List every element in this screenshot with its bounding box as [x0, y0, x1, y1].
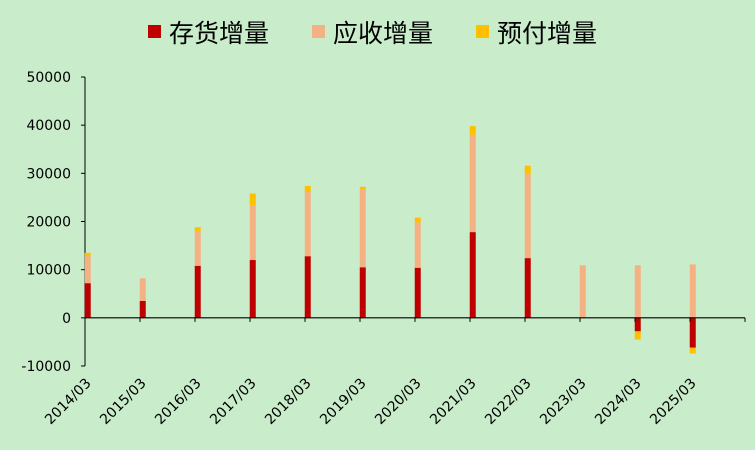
legend-label-3: 预付增量 [497, 19, 597, 48]
bar-segment [304, 185, 311, 193]
y-tick-label: 30000 [26, 166, 71, 182]
bar-segment [194, 265, 201, 318]
y-tick-label: 20000 [26, 215, 71, 231]
x-tick-label: 2015/03 [97, 376, 149, 428]
x-tick-label: 2017/03 [207, 376, 259, 428]
bar-segment [84, 283, 91, 318]
bars [84, 126, 696, 354]
x-tick-label: 2022/03 [482, 376, 534, 428]
bar-segment [359, 189, 366, 268]
bar-segment [414, 267, 421, 318]
legend-label-1: 存货增量 [169, 19, 269, 48]
bar-segment [689, 264, 696, 318]
bar-segment [634, 265, 641, 318]
legend-swatch-1 [148, 25, 161, 38]
bar-segment [249, 205, 256, 261]
bar-segment [524, 258, 531, 318]
bar-segment [139, 300, 146, 318]
bar-segment [194, 227, 201, 232]
bar-segment [84, 256, 91, 284]
bar-segment [359, 186, 366, 190]
bar-segment [469, 126, 476, 135]
bar-segment [359, 267, 366, 318]
y-tick-label: 10000 [26, 263, 71, 279]
x-tick-label: 2019/03 [317, 376, 369, 428]
bar-segment [579, 265, 586, 318]
x-tick-label: 2020/03 [372, 376, 424, 428]
x-tick-label: 2014/03 [42, 376, 94, 428]
x-tick-label: 2025/03 [647, 376, 699, 428]
x-tick-label: 2023/03 [537, 376, 589, 428]
y-tick-label: 50000 [26, 70, 71, 86]
bar-segment [469, 232, 476, 318]
bar-segment [249, 193, 256, 206]
y-tick-label: -10000 [21, 359, 71, 375]
bar-segment [524, 165, 531, 175]
legend-swatch-2 [312, 25, 325, 38]
legend-swatch-3 [476, 25, 489, 38]
bar-segment [139, 278, 146, 301]
y-tick-label: 0 [62, 311, 71, 327]
x-tick-label: 2018/03 [262, 376, 314, 428]
bar-segment [414, 222, 421, 268]
bar-segment [524, 174, 531, 259]
bar-segment [414, 217, 421, 223]
bar-segment [634, 331, 641, 340]
bar-segment [689, 317, 696, 348]
x-tick-label: 2021/03 [427, 376, 479, 428]
x-tick-label: 2016/03 [152, 376, 204, 428]
y-axis: -10000 0 10000 20000 30000 40000 50000 [21, 70, 86, 375]
bar-segment [304, 256, 311, 318]
legend: 存货增量 应收增量 预付增量 [148, 19, 597, 48]
bar-segment [689, 347, 696, 354]
bar-segment [84, 252, 91, 257]
bar-segment [194, 231, 201, 266]
bar-segment [304, 192, 311, 257]
bar-segment [249, 260, 256, 318]
x-tick-label: 2024/03 [592, 376, 644, 428]
bar-segment [469, 134, 476, 233]
bar-segment [634, 317, 641, 332]
legend-label-2: 应收增量 [333, 19, 433, 48]
y-tick-label: 40000 [26, 118, 71, 134]
